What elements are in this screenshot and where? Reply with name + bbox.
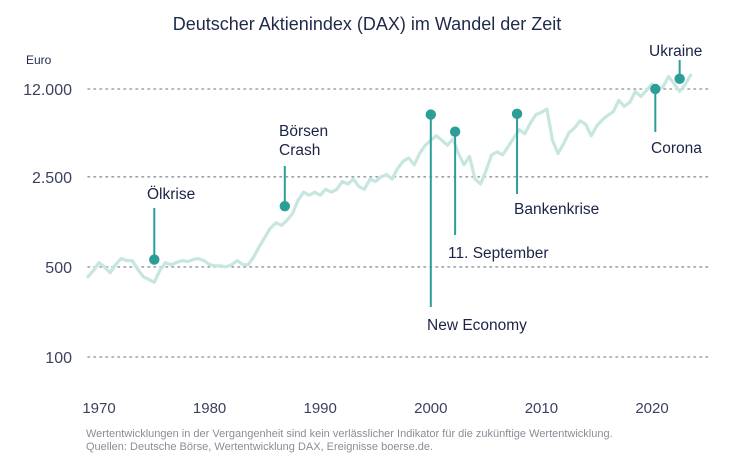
event-marker: [650, 83, 661, 95]
x-tick-label: 1980: [193, 400, 226, 417]
event-marker: [511, 108, 523, 120]
y-tick-label: 100: [45, 350, 72, 367]
gridlines: [87, 88, 713, 358]
event-marker: [425, 109, 436, 120]
y-tick-label: 500: [45, 260, 72, 277]
dax-series: [86, 73, 693, 284]
event-marker: [674, 73, 685, 84]
event-marker: [279, 200, 291, 212]
event-marker: [149, 254, 160, 265]
series-line: [86, 73, 693, 284]
x-tick-label: 2020: [635, 400, 668, 417]
footnote-sources: Quellen: Deutsche Börse, Wertentwicklung…: [86, 441, 433, 453]
y-tick-label: 12.000: [23, 82, 72, 99]
x-axis-ticks: 1970 1980 1990 2000 2010 2020: [82, 400, 668, 417]
event-label: Corona: [651, 140, 702, 157]
x-tick-label: 1970: [82, 400, 115, 417]
footnote-disclaimer: Wertentwicklungen in der Vergangenheit s…: [86, 428, 613, 440]
y-tick-label: 2.500: [32, 170, 72, 187]
x-tick-label: 1990: [304, 400, 337, 417]
event-annotations: Ölkrise Börsen Crash New Economy 11. Septemb…: [147, 43, 702, 334]
event-label: 11. September: [448, 245, 549, 262]
event-label: New Economy: [427, 317, 527, 334]
chart-title: Deutscher Aktienindex (DAX) im Wandel de…: [173, 14, 562, 34]
event-label: Ukraine: [649, 43, 702, 60]
y-axis-ticks: 100 500 2.500 12.000: [23, 82, 72, 367]
event-marker: [449, 126, 461, 137]
event-label: Crash: [279, 142, 320, 159]
event-label: Bankenkrise: [514, 201, 599, 218]
y-axis-unit: Euro: [26, 53, 52, 67]
x-tick-label: 2000: [414, 400, 447, 417]
event-label: Ölkrise: [147, 185, 195, 203]
event-label: Börsen: [279, 123, 328, 140]
x-tick-label: 2010: [525, 400, 558, 417]
